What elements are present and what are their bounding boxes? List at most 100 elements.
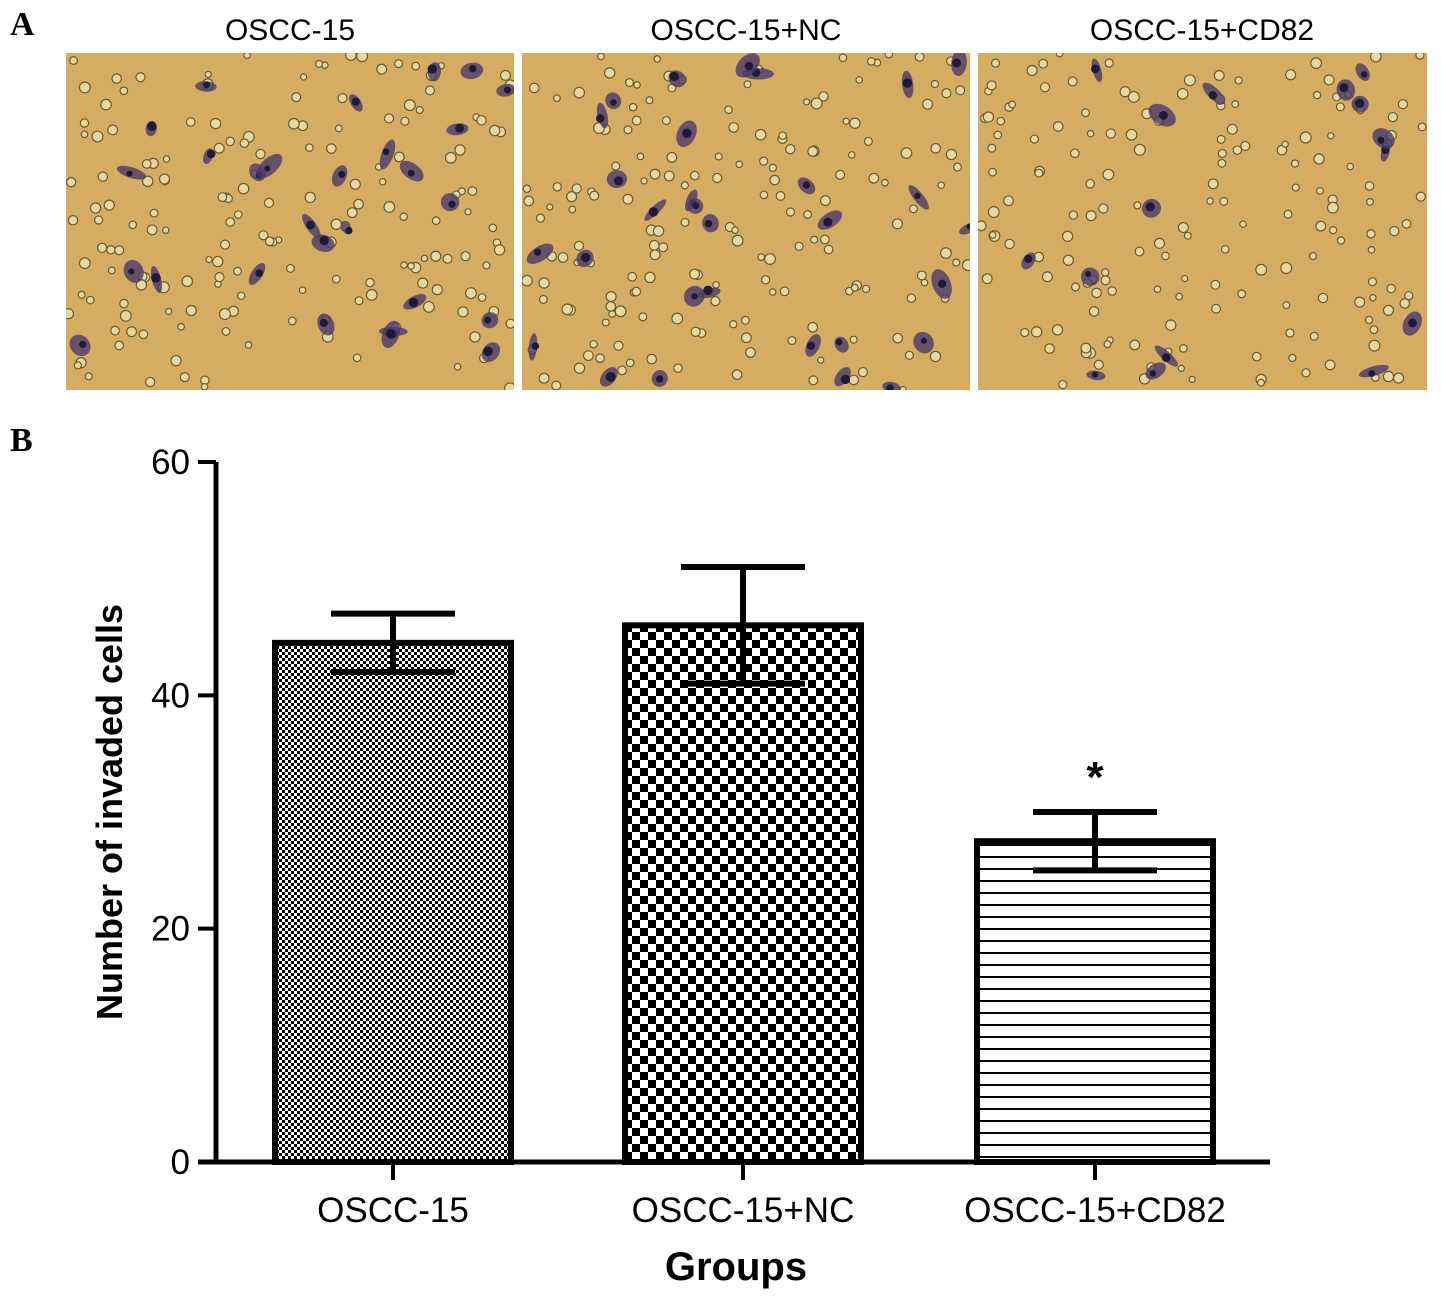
unstained-cell (1354, 296, 1366, 308)
unstained-cell (904, 350, 914, 360)
unstained-cell (638, 312, 648, 322)
unstained-cell (981, 273, 993, 285)
unstained-cell (908, 204, 918, 214)
bar-chart: 0 20 40 60 Number of invaded cells OSCC-15 OSC… (89, 443, 1270, 1289)
unstained-cell (1280, 261, 1293, 275)
unstained-cell (185, 304, 197, 317)
unstained-cell (787, 336, 797, 346)
unstained-cell (743, 80, 752, 89)
unstained-cell (955, 85, 966, 96)
unstained-cell (493, 244, 506, 256)
y-tick-label: 60 (151, 443, 190, 482)
unstained-cell (244, 341, 253, 349)
unstained-cell (940, 247, 952, 259)
stained-nucleus (966, 223, 970, 230)
unstained-cell (482, 261, 491, 270)
unstained-cell (1312, 90, 1322, 100)
stained-nucleus (206, 149, 216, 159)
unstained-cell (80, 130, 89, 139)
unstained-cell (1161, 251, 1170, 261)
unstained-cell (469, 331, 481, 343)
unstained-cell (892, 332, 904, 344)
unstained-cell (568, 205, 577, 214)
unstained-cell (225, 217, 236, 227)
unstained-cell (785, 207, 796, 217)
stained-nucleus (151, 273, 161, 283)
unstained-cell (754, 128, 767, 141)
unstained-cell (1125, 128, 1138, 141)
stained-nucleus (605, 371, 616, 382)
unstained-cell (807, 146, 819, 157)
stained-nucleus (531, 342, 540, 350)
unstained-cell (499, 69, 511, 81)
unstained-cell (204, 70, 212, 79)
unstained-cell (420, 254, 429, 263)
unstained-cell (352, 353, 362, 363)
unstained-cell (460, 251, 471, 262)
unstained-cell (551, 380, 562, 390)
unstained-cell (453, 362, 462, 371)
unstained-cell (728, 122, 740, 133)
unstained-cell (644, 271, 656, 284)
stained-nucleus (306, 220, 315, 230)
unstained-cell (982, 111, 995, 123)
unstained-cell (287, 316, 297, 326)
x-axis-label: Groups (665, 1245, 807, 1289)
unstained-cell (454, 144, 466, 156)
unstained-cell (1366, 197, 1375, 206)
unstained-cell (1213, 69, 1225, 81)
unstained-cell (712, 172, 723, 184)
unstained-cell (1183, 74, 1196, 87)
unstained-cell (868, 172, 880, 184)
unstained-cell (740, 315, 750, 325)
unstained-cell (1399, 298, 1411, 309)
stained-nucleus (79, 340, 87, 349)
unstained-cell (236, 291, 246, 301)
unstained-cell (978, 220, 987, 232)
unstained-cell (597, 53, 605, 61)
unstained-cell (745, 347, 756, 358)
unstained-cell (775, 191, 786, 201)
unstained-cell (819, 234, 830, 245)
unstained-cell (991, 58, 1001, 68)
unstained-cell (1369, 53, 1382, 63)
unstained-cell (1188, 375, 1196, 384)
unstained-cell (217, 192, 228, 203)
unstained-cell (403, 99, 416, 112)
stained-nucleus (595, 114, 605, 123)
unstained-cell (300, 73, 308, 81)
stained-cell (256, 153, 283, 179)
unstained-cell (1313, 153, 1325, 165)
unstained-cell (1417, 122, 1427, 132)
unstained-cell (1179, 344, 1188, 353)
unstained-cell (349, 178, 361, 190)
unstained-cell (431, 284, 443, 296)
unstained-cell (233, 210, 243, 219)
unstained-cell (566, 191, 578, 203)
unstained-cell (233, 266, 242, 276)
unstained-cell (1086, 129, 1095, 138)
micrograph-title-2: OSCC-15+NC (650, 14, 842, 47)
unstained-cell (613, 340, 624, 351)
unstained-cell (759, 156, 769, 166)
unstained-cell (1034, 168, 1044, 178)
unstained-cell (595, 353, 605, 364)
unstained-cell (1067, 76, 1078, 87)
unstained-cell (1281, 140, 1289, 148)
unstained-cell (652, 225, 665, 237)
unstained-cell (855, 76, 864, 84)
unstained-cell (1327, 132, 1335, 140)
unstained-cell (1039, 82, 1051, 93)
unstained-cell (422, 300, 435, 313)
unstained-cell (219, 239, 231, 250)
unstained-cell (649, 249, 661, 261)
unstained-cell (1070, 282, 1081, 292)
unstained-cell (1058, 379, 1068, 390)
x-tick-label: OSCC-15+CD82 (964, 1191, 1226, 1230)
unstained-cell (1101, 268, 1110, 277)
unstained-cell (1153, 237, 1166, 249)
unstained-cell (1299, 131, 1312, 144)
unstained-cell (378, 177, 387, 186)
unstained-cell (237, 182, 250, 195)
unstained-cell (803, 210, 813, 219)
